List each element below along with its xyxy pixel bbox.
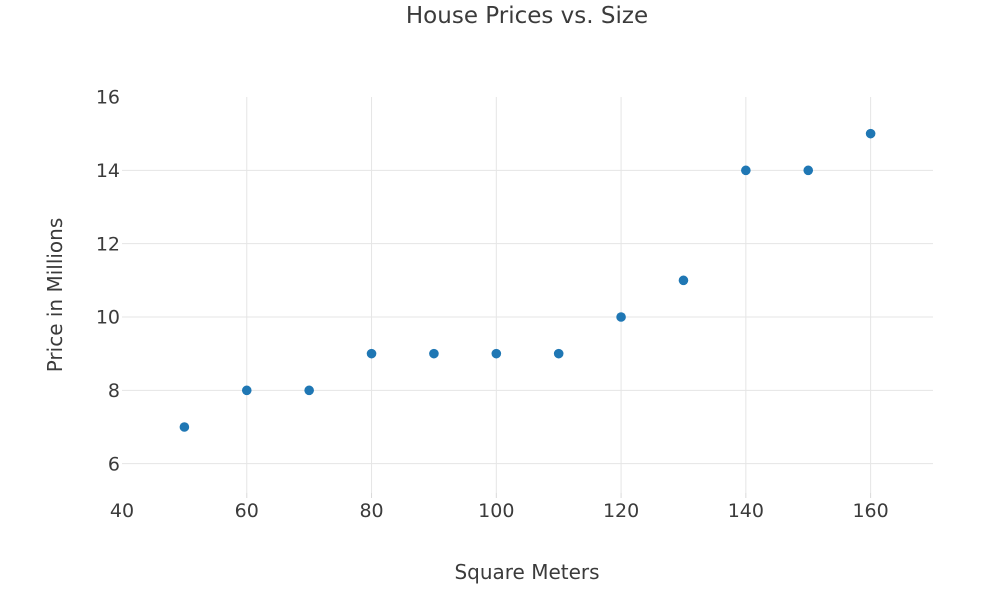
data-point — [865, 128, 876, 139]
x-tick-label: 120 — [603, 500, 639, 522]
x-tick-label: 40 — [110, 500, 134, 522]
y-tick-label: 12 — [96, 233, 120, 255]
x-tick-label: 140 — [728, 500, 764, 522]
data-point — [179, 422, 190, 432]
data-point — [366, 348, 377, 359]
data-point — [678, 275, 689, 286]
grid-layer — [122, 97, 933, 493]
data-point — [304, 385, 314, 396]
x-axis-title: Square Meters — [454, 560, 599, 584]
y-tick-label: 14 — [96, 160, 120, 182]
data-point — [741, 165, 751, 176]
x-tick-label: 160 — [852, 500, 888, 522]
y-tick-label: 16 — [96, 87, 120, 109]
x-tick-label: 100 — [478, 500, 514, 522]
y-tick-label: 8 — [108, 380, 120, 402]
data-point — [616, 312, 626, 322]
data-point — [491, 348, 502, 359]
chart-title: House Prices vs. Size — [406, 3, 648, 29]
data-point — [803, 165, 814, 176]
y-axis-title: Price in Millions — [43, 218, 67, 373]
x-tick-label: 80 — [359, 500, 383, 522]
tick-mark-layer — [246, 493, 872, 498]
y-tick-label: 10 — [96, 307, 120, 329]
points-layer — [179, 128, 876, 432]
data-point — [241, 385, 252, 396]
x-tick-label: 60 — [235, 500, 259, 522]
tick-label-layer: 40 60 80 100 120 140 160 6 8 10 12 14 16 — [96, 87, 889, 522]
data-point — [429, 348, 439, 359]
y-tick-label: 6 — [108, 453, 120, 475]
data-point — [553, 348, 564, 359]
